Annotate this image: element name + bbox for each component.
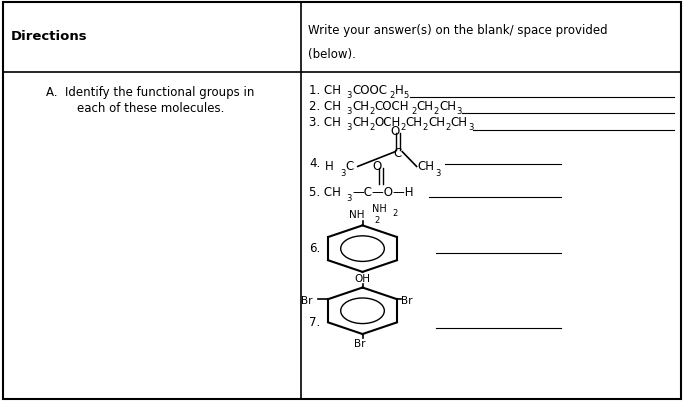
Text: Directions: Directions — [10, 30, 87, 43]
Text: 2: 2 — [411, 107, 417, 116]
Text: 2: 2 — [375, 216, 380, 225]
Text: CH: CH — [417, 100, 434, 113]
Text: 2. CH: 2. CH — [309, 100, 341, 113]
Text: COOC: COOC — [352, 84, 387, 97]
Text: Br: Br — [354, 339, 366, 349]
Text: Write your answer(s) on the blank/ space provided: Write your answer(s) on the blank/ space… — [308, 24, 607, 36]
Text: 5. CH: 5. CH — [309, 186, 341, 199]
Text: 2: 2 — [392, 209, 397, 218]
Text: CH: CH — [439, 100, 456, 113]
Text: O: O — [390, 125, 399, 138]
Text: each of these molecules.: each of these molecules. — [77, 102, 224, 115]
Text: 2: 2 — [369, 107, 375, 116]
Text: 3: 3 — [347, 194, 352, 203]
Text: CH: CH — [417, 160, 434, 173]
Text: NH: NH — [349, 211, 365, 220]
Text: (below).: (below). — [308, 48, 356, 61]
Text: 4.: 4. — [309, 157, 320, 170]
Text: OCH: OCH — [375, 116, 401, 129]
Text: 3. CH: 3. CH — [309, 116, 341, 129]
Text: H: H — [395, 84, 404, 97]
Text: CH: CH — [406, 116, 423, 129]
Text: 7.: 7. — [309, 316, 320, 329]
Text: C: C — [393, 147, 402, 160]
Text: A.  Identify the functional groups in: A. Identify the functional groups in — [47, 86, 254, 99]
Text: NH: NH — [372, 204, 387, 213]
Text: CH: CH — [352, 100, 369, 113]
Text: —C—O—H: —C—O—H — [352, 186, 414, 199]
Text: 5: 5 — [404, 91, 409, 100]
Text: 2: 2 — [390, 91, 395, 100]
Text: 2: 2 — [434, 107, 439, 116]
Text: Br: Br — [401, 296, 412, 306]
Text: 2: 2 — [400, 123, 406, 132]
Text: Br: Br — [301, 296, 313, 306]
Text: 3: 3 — [456, 107, 462, 116]
Text: CH: CH — [352, 116, 369, 129]
Text: O: O — [373, 160, 382, 173]
Text: 3: 3 — [468, 123, 473, 132]
Text: COCH: COCH — [375, 100, 409, 113]
Text: 1. CH: 1. CH — [309, 84, 341, 97]
Text: 2: 2 — [369, 123, 375, 132]
Text: 3: 3 — [347, 91, 352, 100]
Text: 3: 3 — [347, 107, 352, 116]
Text: 2: 2 — [445, 123, 451, 132]
Text: CH: CH — [451, 116, 468, 129]
Text: C: C — [345, 160, 354, 173]
Text: 3: 3 — [347, 123, 352, 132]
Text: OH: OH — [354, 274, 370, 284]
Text: H: H — [325, 160, 334, 173]
Text: 6.: 6. — [309, 242, 320, 255]
Text: CH: CH — [428, 116, 445, 129]
Text: 3: 3 — [341, 169, 346, 178]
Text: 2: 2 — [423, 123, 428, 132]
Text: 3: 3 — [436, 169, 441, 178]
